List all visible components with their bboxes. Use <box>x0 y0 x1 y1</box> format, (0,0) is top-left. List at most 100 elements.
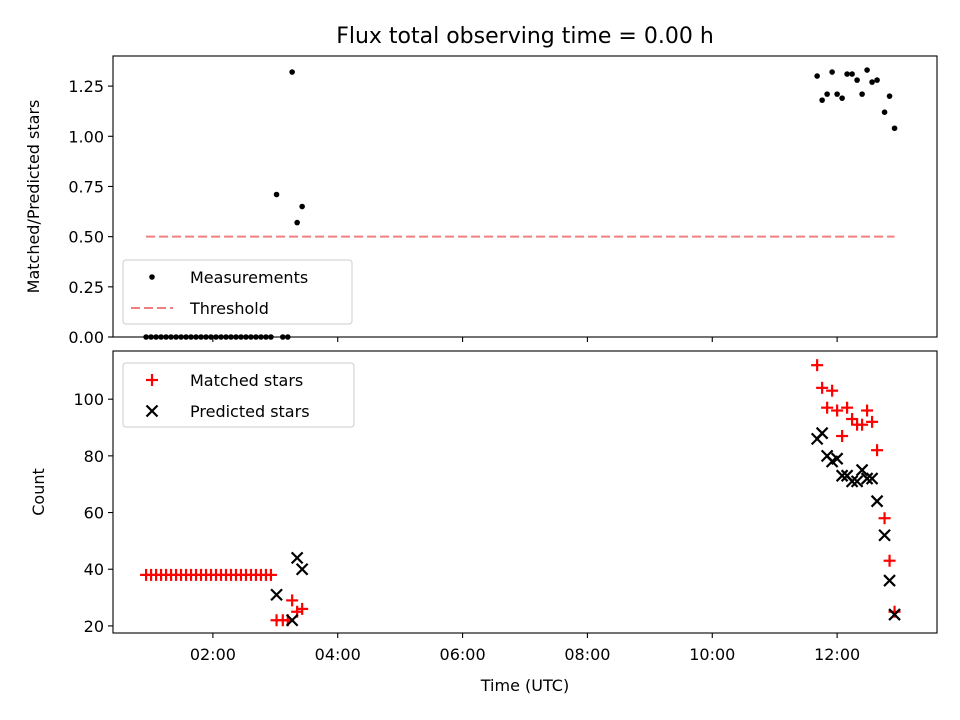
top-ylabel: Matched/Predicted stars <box>24 100 43 294</box>
bottom-xlabel: Time (UTC) <box>480 676 569 695</box>
bottom-legend: Matched stars Predicted stars <box>122 362 355 428</box>
matched-stars-point <box>816 381 829 394</box>
bottom-xtick-label: 06:00 <box>440 645 486 664</box>
measurement-point <box>294 219 300 226</box>
predicted-stars-point-b <box>845 475 859 488</box>
predicted-stars-point <box>295 562 309 576</box>
predicted-stars-point <box>855 463 869 477</box>
top-legend: Measurements Threshold <box>122 259 353 325</box>
top-ytick-label: 1.25 <box>68 77 104 96</box>
predicted-stars-point <box>845 475 859 488</box>
bottom-ytick-label: 80 <box>84 447 104 466</box>
predicted-stars-point-b <box>835 469 849 482</box>
predicted-stars-point <box>883 574 896 587</box>
legend-label: Matched stars <box>190 371 303 390</box>
top-ytick-label: 0.75 <box>68 177 104 196</box>
bottom-xtick-label: 04:00 <box>315 645 361 664</box>
top-ytick-label: 0.25 <box>68 278 104 297</box>
measurement-point <box>829 69 835 75</box>
bottom-xtick-label: 10:00 <box>689 645 735 664</box>
predicted-stars-point-b <box>878 528 891 542</box>
legend-marker-predicted <box>145 404 159 418</box>
predicted-stars-point-b <box>290 551 304 565</box>
predicted-stars-point <box>270 588 283 602</box>
bottom-ytick-label: 20 <box>84 617 104 636</box>
measurement-point <box>869 79 875 85</box>
predicted-stars-point <box>815 426 829 440</box>
matched-stars-point <box>811 359 824 372</box>
figure-title: Flux total observing time = 0.00 h <box>336 24 714 49</box>
bottom-ylabel: Count <box>29 468 48 516</box>
measurement-point <box>299 203 305 210</box>
measurement-point <box>289 69 295 75</box>
matched-stars-point <box>878 512 891 525</box>
predicted-stars-point <box>888 608 901 621</box>
matched-stars-point <box>883 554 896 567</box>
matched-stars-point <box>264 568 277 581</box>
predicted-stars-point-b <box>883 574 896 587</box>
matched-stars-point <box>826 384 839 397</box>
plot-ratio: 0.00 0.25 0.50 0.75 1.00 1.25 Matched/Predicte… <box>24 55 938 347</box>
predicted-stars-point-b <box>870 494 884 508</box>
top-frame <box>112 55 938 338</box>
measurement-point <box>891 125 898 132</box>
measurement-point <box>886 93 893 99</box>
measurement-point <box>819 97 825 103</box>
matched-stars-point <box>821 401 834 414</box>
predicted-stars-point-b <box>830 452 844 465</box>
predicted-stars-point-b <box>855 463 869 477</box>
measurement-point <box>814 73 820 79</box>
bottom-xtick-label: 08:00 <box>564 645 610 664</box>
predicted-stars-point <box>860 472 874 485</box>
legend-label: Predicted stars <box>190 402 310 421</box>
predicted-stars-point <box>870 494 884 508</box>
matched-stars-point <box>286 594 299 607</box>
measurement-point <box>844 71 850 77</box>
measurement-point <box>881 109 888 115</box>
predicted-stars-point-b <box>888 608 901 621</box>
bottom-xtick-label: 02:00 <box>190 645 236 664</box>
legend-marker-matched <box>146 374 158 386</box>
measurement-point <box>854 77 860 83</box>
legend-marker-measurements <box>149 274 155 280</box>
bottom-legend-box <box>122 362 355 428</box>
predicted-stars-point-b <box>285 613 299 627</box>
matched-stars-point <box>296 602 309 615</box>
measurement-point <box>849 71 855 77</box>
predicted-stars-point <box>830 452 844 465</box>
predicted-stars-point <box>285 613 299 627</box>
predicted-stars-point-b <box>860 472 874 485</box>
measurement-point <box>839 95 845 101</box>
bottom-ytick-label: 100 <box>73 390 104 409</box>
matched-stars-point <box>861 404 874 417</box>
matched-stars-point <box>836 430 849 443</box>
predicted-stars-point <box>835 469 849 482</box>
matched-stars-point <box>831 404 844 417</box>
predicted-stars-point <box>878 528 891 542</box>
bottom-points <box>140 359 901 627</box>
legend-label: Threshold <box>189 299 269 318</box>
measurement-point <box>824 91 830 97</box>
predicted-stars-point-b <box>815 426 829 440</box>
bottom-ytick-label: 60 <box>84 504 104 523</box>
bottom-frame <box>112 350 938 634</box>
matched-stars-point <box>871 444 884 457</box>
predicted-stars-point <box>865 472 879 485</box>
bottom-ytick-label: 40 <box>84 560 104 579</box>
predicted-stars-point <box>290 551 304 565</box>
legend-label: Measurements <box>190 268 308 287</box>
predicted-stars-point-b <box>850 475 864 488</box>
measurement-point <box>859 91 865 97</box>
bottom-xtick-label: 12:00 <box>814 645 860 664</box>
measurement-point <box>874 77 880 83</box>
matched-stars-point <box>841 401 854 414</box>
predicted-stars-point-b <box>865 472 879 485</box>
measurement-point <box>273 191 280 198</box>
legend-marker-predicted-b <box>145 404 159 418</box>
predicted-stars-point-b <box>270 588 283 602</box>
plot-counts: 20 40 60 80 100 02:00 04:00 06:00 08:00 10:00 12:0… <box>29 350 938 695</box>
top-ytick-label: 0.00 <box>68 328 104 347</box>
top-ytick-label: 0.50 <box>68 228 104 247</box>
